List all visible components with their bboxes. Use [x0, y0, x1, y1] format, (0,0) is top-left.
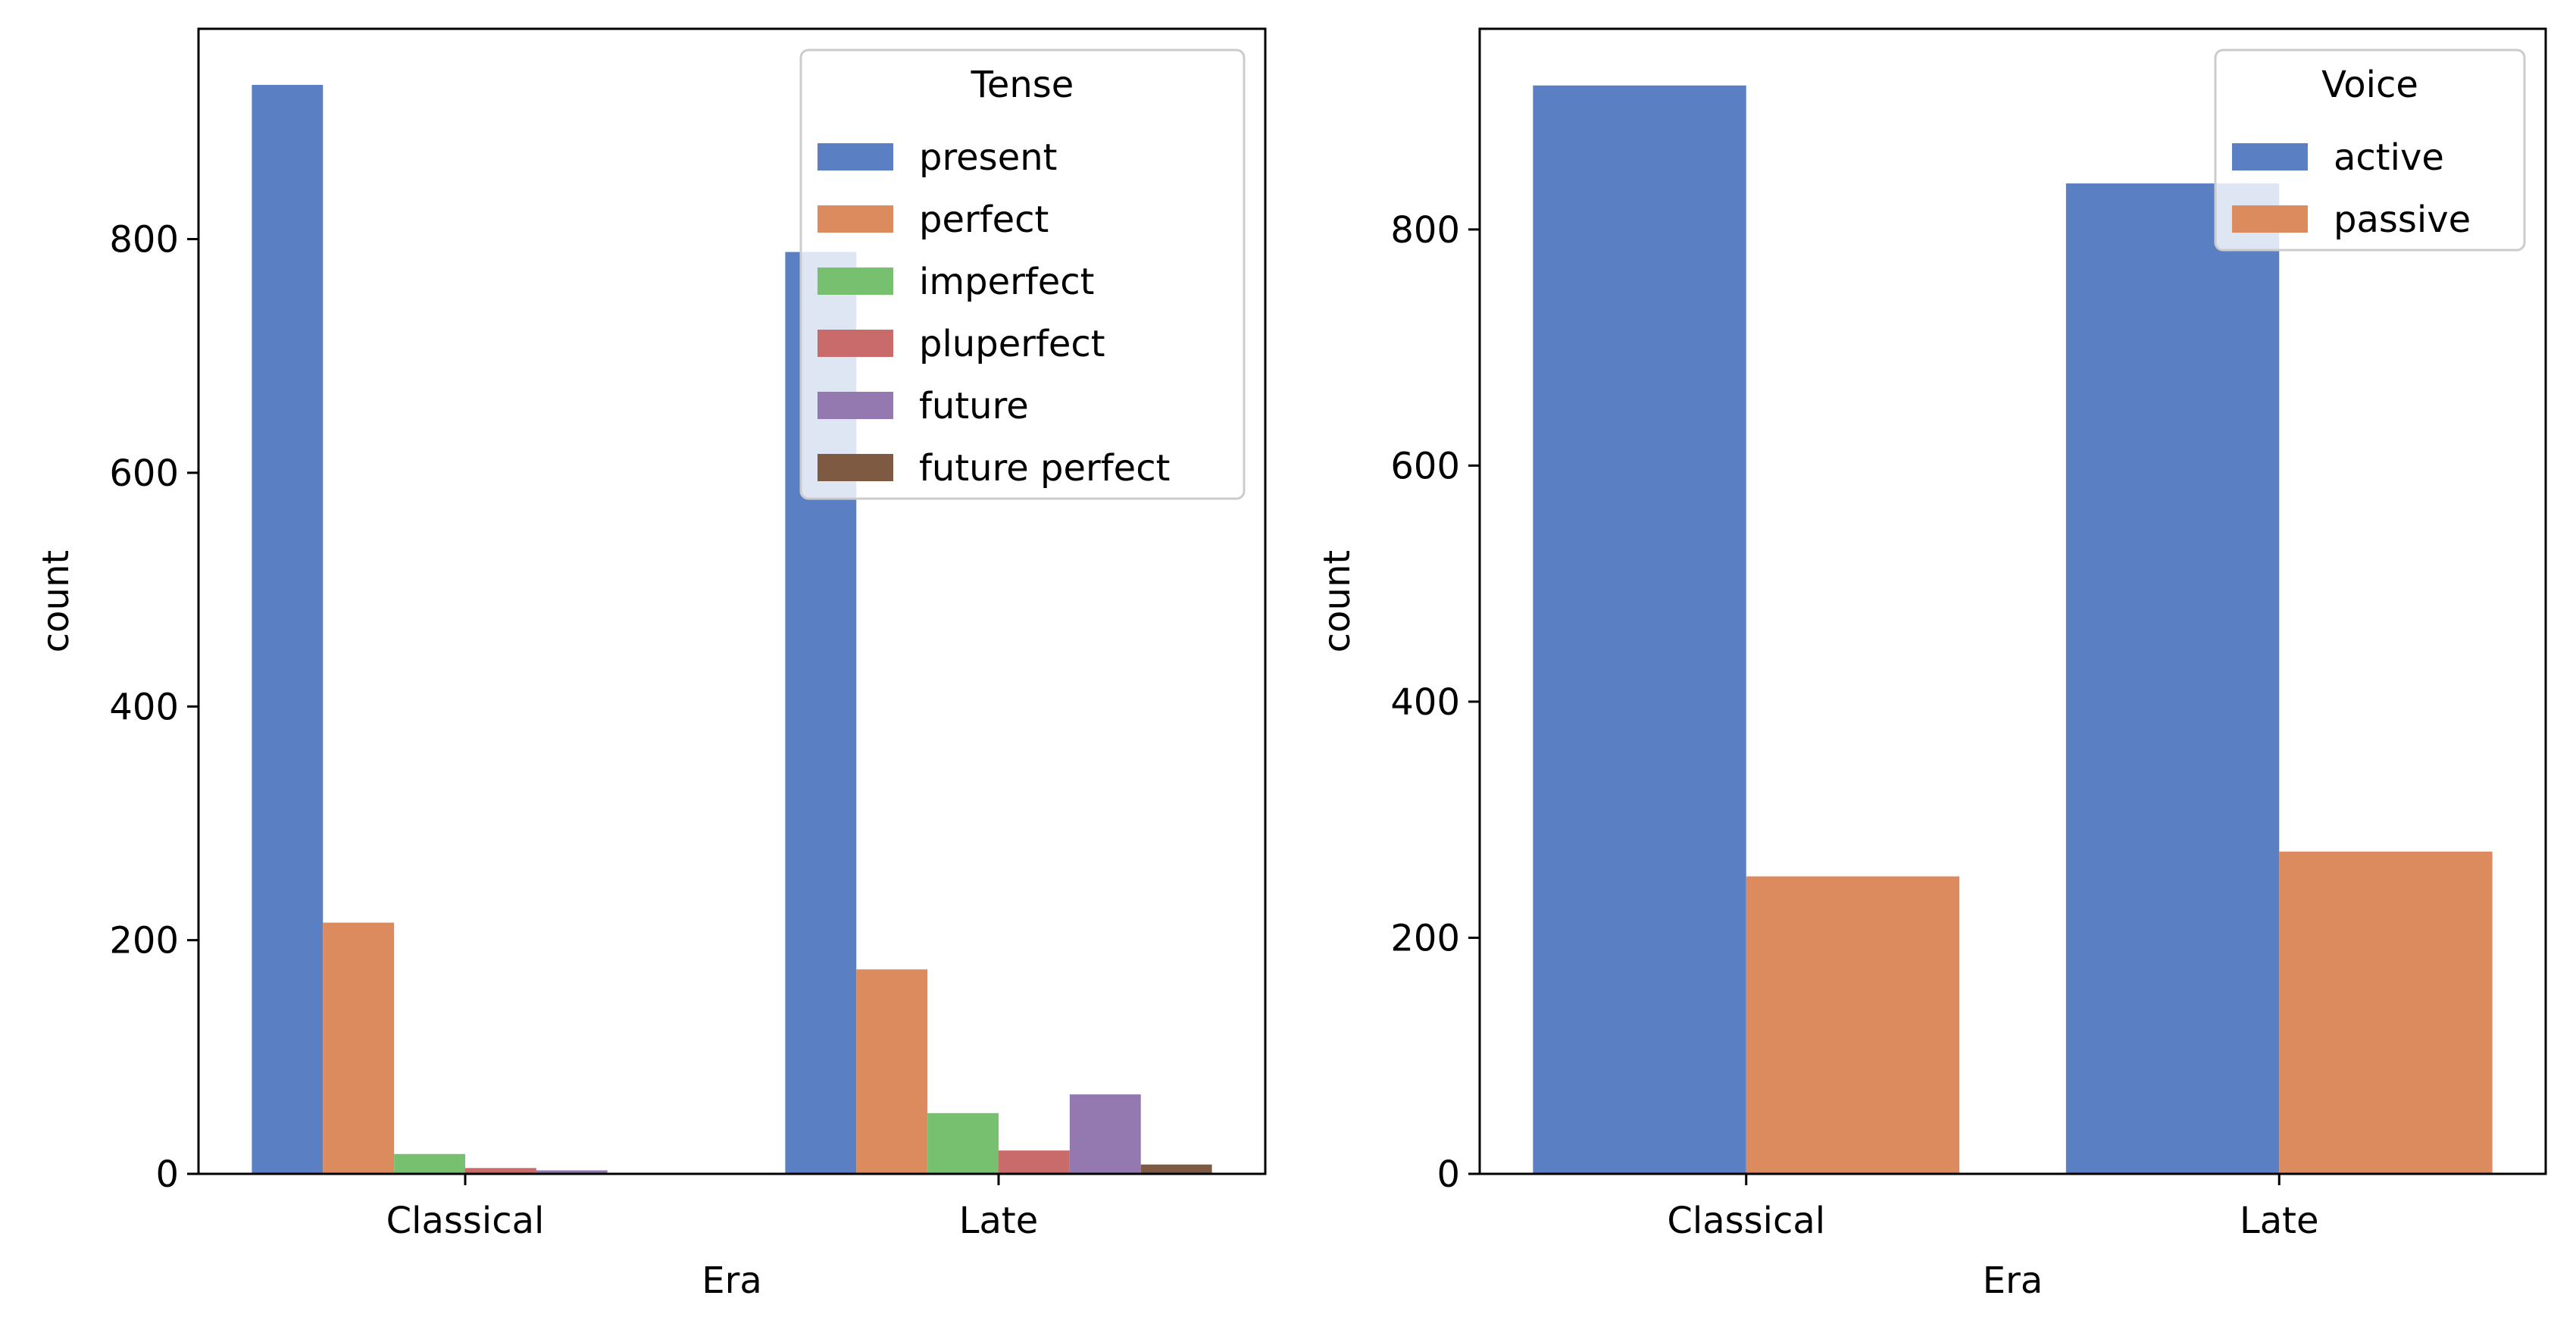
voice-chart: 0 200 400 600 800 Classical Late Era count Voice a… — [1316, 27, 2547, 1302]
y-axis-label: count — [35, 550, 77, 652]
legend-label-perfect: perfect — [919, 199, 1049, 241]
bar-imperfect-classical — [394, 1153, 465, 1174]
legend-label-future-perfect: future perfect — [919, 447, 1170, 490]
plot-frame — [1478, 27, 2547, 1175]
bar-future-perfect-late — [1140, 1164, 1212, 1174]
y-tick-label-400: 400 — [1390, 681, 1460, 724]
legend-label-pluperfect: pluperfect — [919, 323, 1105, 365]
legend-swatch-present — [818, 143, 893, 171]
legend-box — [2214, 49, 2526, 252]
legend-label-active: active — [2334, 136, 2444, 179]
y-tick-label-600: 600 — [109, 452, 179, 495]
bar-future-classical — [536, 1170, 608, 1174]
legend-title: Tense — [971, 64, 1074, 106]
legend-swatch-active — [2232, 143, 2308, 171]
x-tick-label-late: Late — [959, 1200, 1039, 1242]
tense-chart: 0 200 400 600 800 Classical Late Era count Tense p… — [35, 27, 1267, 1302]
legend-swatch-perfect — [818, 205, 893, 233]
plot-frame — [197, 27, 1267, 1175]
legend-swatch-imperfect — [818, 268, 893, 295]
bar-pluperfect-late — [999, 1150, 1070, 1174]
y-tick-label-600: 600 — [1390, 445, 1460, 487]
legend-swatch-future — [818, 392, 893, 419]
x-axis-label: Era — [1983, 1259, 2043, 1302]
y-tick-label-800: 800 — [109, 219, 179, 261]
x-axis-label: Era — [702, 1259, 761, 1302]
y-tick-label-200: 200 — [109, 920, 179, 962]
legend-swatch-future-perfect — [818, 454, 893, 481]
y-tick-label-800: 800 — [1390, 209, 1460, 252]
x-tick-label-late: Late — [2240, 1200, 2319, 1242]
y-axis-label: count — [1316, 550, 1358, 652]
x-tick-label-classical: Classical — [386, 1200, 545, 1242]
legend: Voice active passive — [2214, 49, 2526, 252]
bar-active-late — [2065, 183, 2280, 1175]
legend-label-future: future — [919, 385, 1029, 427]
legend-label-imperfect: imperfect — [919, 261, 1094, 303]
bar-present-classical — [252, 85, 324, 1174]
bar-active-classical — [1533, 85, 1746, 1175]
legend-swatch-pluperfect — [818, 330, 893, 357]
y-tick-label-0: 0 — [155, 1153, 179, 1196]
bar-perfect-classical — [323, 922, 395, 1174]
legend-swatch-passive — [2232, 205, 2308, 233]
y-tick-label-0: 0 — [1436, 1153, 1460, 1196]
bar-passive-late — [2279, 851, 2493, 1174]
legend-box — [799, 49, 1246, 500]
bar-passive-classical — [1746, 876, 1960, 1174]
bar-perfect-late — [856, 969, 928, 1174]
legend: Tense present perfect imperfect pluperfect fu… — [799, 49, 1246, 500]
y-tick-label-400: 400 — [109, 686, 179, 728]
y-tick-label-200: 200 — [1390, 917, 1460, 959]
bar-imperfect-late — [927, 1112, 999, 1174]
legend-label-passive: passive — [2334, 199, 2471, 241]
x-tick-label-classical: Classical — [1667, 1200, 1825, 1242]
bar-future-late — [1069, 1094, 1141, 1174]
legend-label-present: present — [919, 136, 1057, 179]
legend-title: Voice — [2321, 64, 2418, 106]
bar-pluperfect-classical — [465, 1168, 536, 1174]
